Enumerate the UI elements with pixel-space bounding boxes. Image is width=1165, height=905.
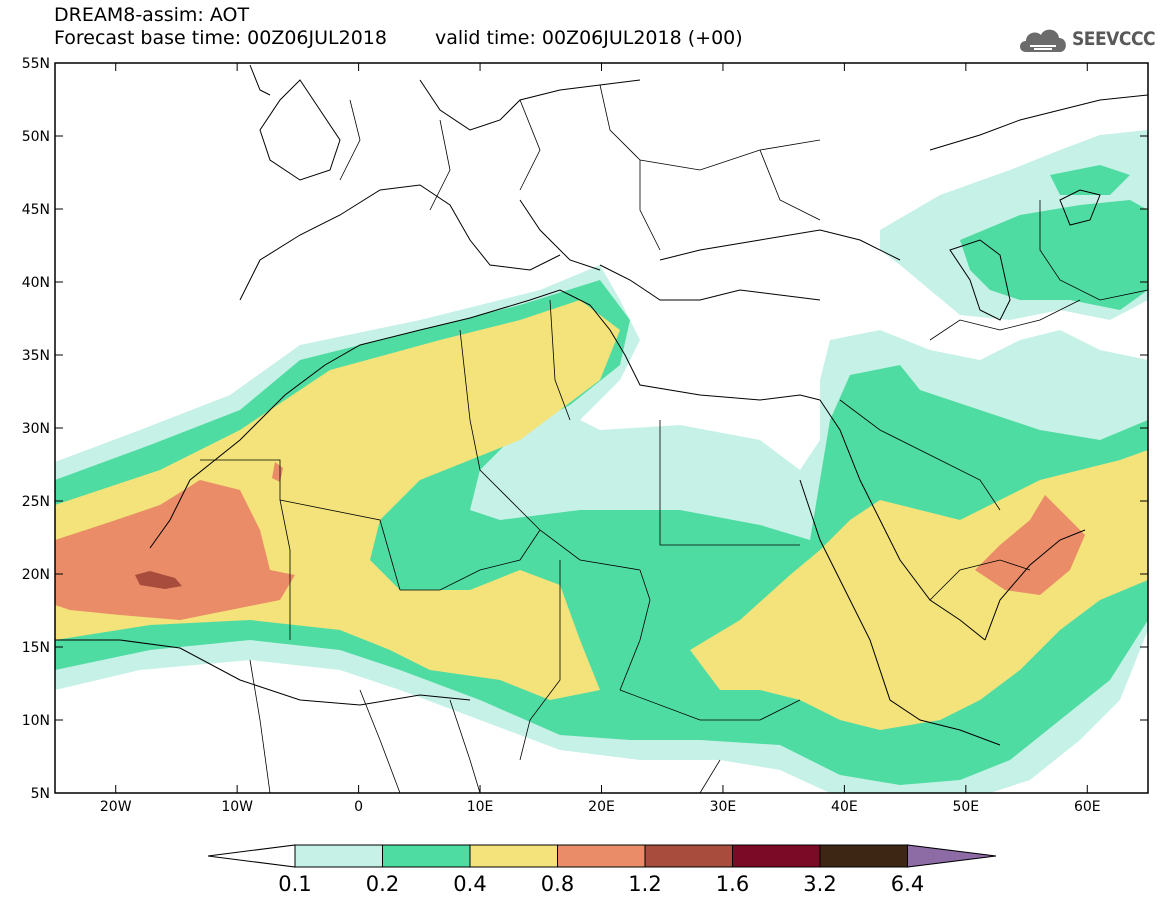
lat-label: 20N <box>22 567 50 583</box>
lat-label: 50N <box>22 129 50 145</box>
colorbar-swatch <box>382 844 471 868</box>
colorbar-swatch <box>469 844 558 868</box>
valid-time: valid time: 00Z06JUL2018 (+00) <box>434 27 743 49</box>
chart-title: DREAM8-assim: AOT <box>54 4 250 26</box>
lon-label: 10E <box>467 799 494 815</box>
colorbar-over-arrow <box>907 844 997 868</box>
colorbar-swatch <box>819 844 908 868</box>
colorbar-label: 1.6 <box>716 872 749 896</box>
colorbar-swatch <box>557 844 646 868</box>
lat-label: 15N <box>22 640 50 656</box>
colorbar-under-arrow <box>207 844 296 868</box>
coastlines <box>55 64 1148 746</box>
aot-band-1-2 <box>135 571 182 589</box>
lat-label: 30N <box>22 421 50 437</box>
colorbar-label: 0.8 <box>541 872 574 896</box>
colorbar-swatch <box>732 844 821 868</box>
base-time: Forecast base time: 00Z06JUL2018 <box>54 27 387 49</box>
colorbar-label: 0.4 <box>453 872 486 896</box>
colorbar-label: 0.2 <box>366 872 399 896</box>
colorbar-label: 6.4 <box>891 872 924 896</box>
colorbar-swatch <box>294 844 383 868</box>
aot-field <box>55 130 1148 793</box>
lat-label: 10N <box>22 713 50 729</box>
lon-label: 60E <box>1074 799 1101 815</box>
lat-label: 45N <box>22 202 50 218</box>
lat-label: 25N <box>22 494 50 510</box>
lon-label: 20W <box>100 799 132 815</box>
lat-label: 55N <box>22 56 50 72</box>
lon-label: 50E <box>952 799 979 815</box>
colorbar-label: 3.2 <box>803 872 836 896</box>
lon-ticks: 20W 10W 0 10E 20E 30E 40E 50E 60E <box>100 63 1101 815</box>
lat-label: 35N <box>22 348 50 364</box>
colorbar-label: 0.1 <box>278 872 311 896</box>
logo-text: SEEVCCC <box>1072 28 1156 50</box>
colorbar: 0.1 0.2 0.4 0.8 1.2 1.6 3.2 6.4 <box>207 844 997 896</box>
lon-label: 40E <box>831 799 858 815</box>
lon-label: 30E <box>710 799 737 815</box>
aot-band-0-8 <box>55 462 1085 620</box>
colorbar-swatch <box>644 844 733 868</box>
lon-label: 20E <box>588 799 615 815</box>
colorbar-label: 1.2 <box>628 872 661 896</box>
borders <box>200 84 1148 793</box>
time-info: Forecast base time: 00Z06JUL2018 valid ti… <box>54 27 743 49</box>
cloud-icon <box>1020 29 1066 52</box>
lat-label: 5N <box>31 786 50 802</box>
lat-label: 40N <box>22 275 50 291</box>
lat-ticks: 55N 50N 45N 40N 35N 30N 25N 20N 15N 10N 5N <box>22 56 1148 802</box>
lon-label: 0 <box>354 799 363 815</box>
lon-label: 10W <box>221 799 253 815</box>
